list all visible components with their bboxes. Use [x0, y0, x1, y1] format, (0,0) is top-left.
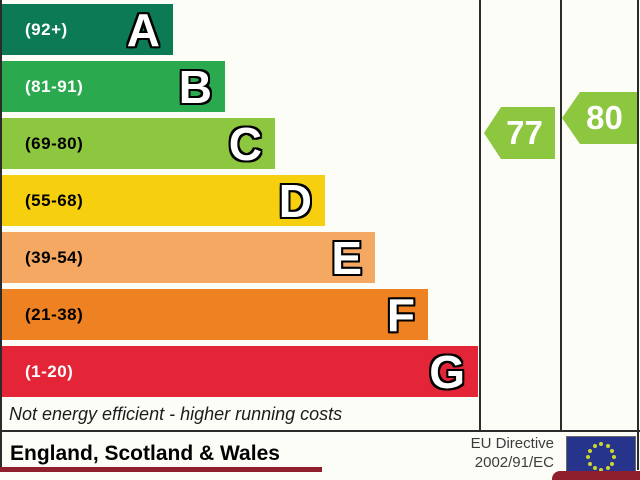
band-g-bar: (1-20) G: [2, 346, 478, 397]
eu-flag-star: [605, 466, 610, 471]
band-c-letter: C: [228, 117, 262, 170]
potential-rating-marker: 80: [562, 92, 637, 144]
eu-directive-label: EU Directive 2002/91/EC: [424, 435, 554, 473]
footer-separator: [0, 430, 640, 432]
bottom-caption: Not energy efficient - higher running co…: [9, 404, 343, 424]
eu-flag-star: [592, 466, 597, 471]
current-rating-marker: 77: [484, 107, 555, 159]
footer: England, Scotland & Wales EU Directive 2…: [0, 432, 640, 477]
divider-potential-column: [560, 0, 562, 430]
band-d-range-label: (55-68): [25, 190, 84, 210]
bottom-accent-corner: [552, 471, 640, 480]
eu-flag-star: [592, 443, 597, 448]
band-f-bar: (21-38) F: [2, 289, 428, 340]
eu-flag-icon: [566, 436, 636, 477]
band-b-letter: B: [178, 60, 212, 113]
band-e-bar: (39-54) E: [2, 232, 375, 283]
eu-flag-star: [612, 455, 616, 459]
band-d-bar: (55-68) D: [2, 175, 325, 226]
border-right: [637, 0, 639, 470]
eu-directive-line1: EU Directive: [470, 435, 554, 452]
divider-current-column: [479, 0, 481, 430]
band-f-range-label: (21-38): [25, 304, 84, 324]
band-a-bar: (92+) A: [2, 4, 173, 55]
band-a-range-label: (92+): [25, 19, 68, 39]
band-e-range-label: (39-54): [25, 247, 84, 267]
bands: (92+) A (81-91) B (69-80) C (55-68) D (39-54) E (2…: [2, 0, 480, 430]
eu-flag-star: [610, 461, 615, 466]
eu-flag-star: [610, 448, 615, 453]
eu-flag-star: [587, 461, 592, 466]
band-b-bar: (81-91) B: [2, 61, 225, 112]
band-d-letter: D: [278, 174, 312, 227]
band-e-letter: E: [331, 231, 362, 284]
band-g-letter: G: [429, 345, 465, 398]
eu-flag-star: [605, 443, 610, 448]
eu-flag-star: [599, 442, 603, 446]
eu-flag-star: [587, 448, 592, 453]
band-b-range-label: (81-91): [25, 76, 84, 96]
band-a-letter: A: [126, 3, 160, 56]
band-c-bar: (69-80) C: [2, 118, 275, 169]
bottom-accent-bar: [0, 467, 322, 472]
potential-rating-value: 80: [586, 99, 623, 136]
band-c-range-label: (69-80): [25, 133, 84, 153]
eu-flag-star: [586, 455, 590, 459]
region-label: England, Scotland & Wales: [10, 442, 280, 465]
border-left: [0, 0, 2, 470]
current-rating-value: 77: [506, 114, 543, 151]
eu-directive-line2: 2002/91/EC: [474, 453, 554, 471]
band-g-range-label: (1-20): [25, 361, 74, 381]
eu-flag-star: [599, 468, 603, 472]
band-f-letter: F: [386, 288, 415, 341]
